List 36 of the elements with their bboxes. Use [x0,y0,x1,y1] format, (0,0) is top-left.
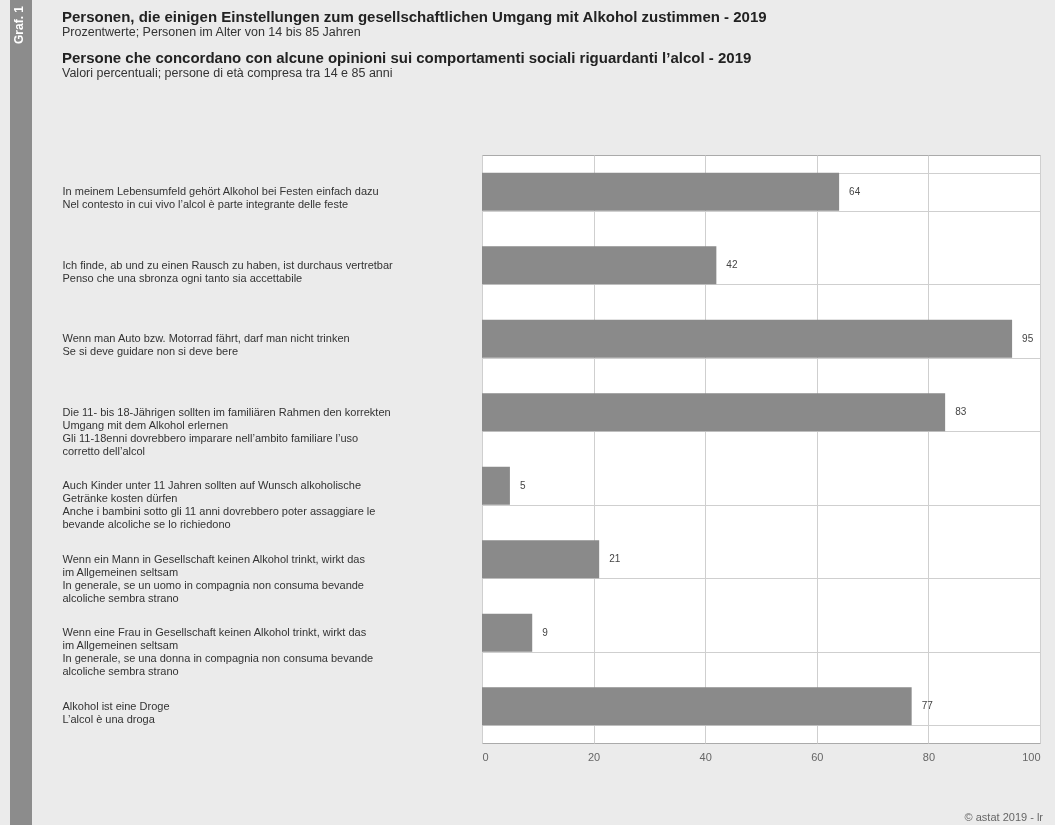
bar [482,246,717,285]
x-tick-label: 40 [699,750,712,763]
bar [482,613,533,652]
x-tick-label: 100 [1022,750,1041,763]
y-tick-label: Alkohol ist eine Droge L’alcol è una droga [62,699,170,725]
data-label: 77 [921,700,934,712]
text: Persone che concordano con alcune opinioni sui comportamenti sociali riguardanti l’alcol - 2019 [62,49,753,66]
y-tick-label: Auch Kinder unter 11 Jahren sollten auf Wunsch alkoholische Getränke kosten dürfen Anche i bambini sotto gli 11 anni dovrebbero poter assaggiare le bevande alcoliche se lo richiedono [62,479,376,531]
x-tick-label: 20 [587,750,601,763]
data-label: 21 [609,553,621,565]
x-tick-label: 60 [811,750,824,763]
y-tick-label: Die 11- bis 18-Jährigen sollten im familiären Rahmen den korrekten Umgang mit dem Alkohol erlernen Gli 11-18enni dovrebbero imparare nell’ambito familiare l’uso corretto dell’alcol [62,405,391,457]
y-tick-label: Wenn man Auto bzw. Motorrad fährt, darf man nicht trinken Se si deve guidare non si deve bere [62,332,350,358]
x-tick-label: 80 [922,750,936,763]
data-label: 95 [1022,332,1034,344]
text: Valori percentuali; persone di età compresa tra 14 e 85 anni [62,66,394,80]
text: © astat 2019 - lr [964,811,1043,823]
bar [482,319,1013,358]
text: Prozentwerte; Personen im Alter von 14 bis 85 Jahren [62,25,362,39]
x-tick-label: 0 [482,750,489,763]
data-label: 5 [519,479,526,491]
text: Graf. 1 [12,6,26,45]
chart-title: Personen, die einigen Einstellungen zum gesellschaftlichen Umgang mit Alkohol zustimmen - 2019 [62,8,767,25]
y-tick-label: Wenn eine Frau in Gesellschaft keinen Alkohol trinkt, wirkt das im Allgemeinen seltsam In generale, se una donna in compagnia non consuma bevande alcoliche sembra strano [62,626,374,678]
y-tick-label: Wenn ein Mann in Gesellschaft keinen Alkohol trinkt, wirkt das im Allgemeinen seltsam In generale, se un uomo in compagnia non consuma bevande alcoliche sembra strano [62,552,366,604]
data-label: 83 [955,406,967,418]
y-tick-label: Ich finde, ab und zu einen Rausch zu haben, ist durchaus vertretbar Penso che una sbronza ogni tanto sia accettabile [62,258,394,284]
bar [482,466,510,505]
data-label: 64 [849,185,861,197]
bar [482,540,600,579]
data-label: 9 [542,626,549,638]
y-tick-label: In meinem Lebensumfeld gehört Alkohol bei Festen einfach dazu Nel contesto in cui vivo l’alcol è parte integrante delle feste [62,185,379,211]
bar [482,172,840,211]
bar [482,393,946,432]
bar [482,687,912,726]
data-label: 42 [726,259,738,271]
